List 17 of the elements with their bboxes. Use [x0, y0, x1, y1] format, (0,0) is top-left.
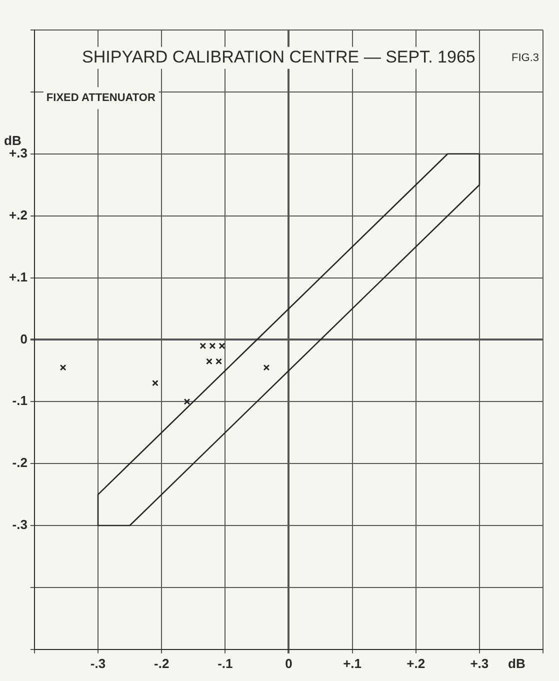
x-tick-label: +.2 — [406, 656, 426, 671]
x-tick-label: -.1 — [218, 656, 233, 671]
y-tick-label: -.1 — [12, 393, 28, 408]
y-tick-label: -.2 — [12, 455, 28, 470]
text: SHIPYARD CALIBRATION CENTRE — SEPT. 1965 — [82, 48, 476, 67]
annotation: FIG.3 — [511, 52, 539, 64]
x-tick-label: -.3 — [90, 656, 106, 671]
x-axis-title: dB — [508, 656, 526, 671]
text: FIXED ATTENUATOR — [46, 92, 156, 104]
x-tick-label: 0 — [285, 656, 292, 671]
y-tick-label: -.3 — [12, 517, 28, 532]
y-tick-label: 0 — [20, 331, 28, 346]
x-tick-label: +.1 — [343, 656, 362, 671]
x-tick-label: +.3 — [470, 656, 489, 671]
y-tick-label: +.1 — [8, 269, 28, 284]
x-tick-label: -.2 — [154, 656, 170, 671]
y-tick-label: +.2 — [8, 207, 28, 222]
